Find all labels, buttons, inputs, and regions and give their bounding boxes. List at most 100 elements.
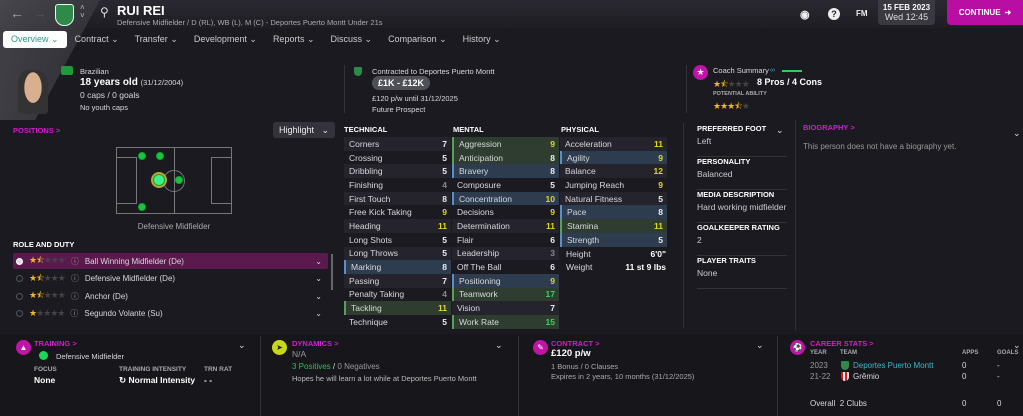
- intensity-label: TRAINING INTENSITY: [119, 366, 187, 373]
- training-link[interactable]: TRAINING >: [34, 339, 77, 348]
- career-year: 21-22: [810, 372, 831, 381]
- role-radio[interactable]: [16, 275, 23, 282]
- attribute-row[interactable]: Concentration 10: [452, 191, 559, 206]
- attribute-row[interactable]: Off The Ball 6: [452, 260, 559, 274]
- role-radio[interactable]: [16, 292, 23, 300]
- attribute-value: 11: [546, 220, 555, 231]
- game-date[interactable]: 15 FEB 2023 Wed 12:45: [878, 0, 935, 25]
- attribute-row[interactable]: Penalty Taking 4: [344, 288, 451, 302]
- coach-summary-label[interactable]: Coach Summary: [713, 66, 769, 75]
- attribute-name: Teamwork: [459, 289, 498, 300]
- globe-icon[interactable]: ◉: [800, 9, 810, 21]
- chevron-down-icon[interactable]: ⌄: [756, 340, 764, 350]
- tab-history[interactable]: History ⌄: [455, 31, 509, 48]
- tab-discuss[interactable]: Discuss ⌄: [323, 31, 381, 48]
- chevron-down-icon[interactable]: ⌄: [315, 291, 322, 301]
- dynamics-link[interactable]: DYNAMICS >: [292, 339, 339, 348]
- attribute-row[interactable]: Marking 8: [344, 260, 451, 274]
- positions-link[interactable]: POSITIONS >: [13, 126, 61, 135]
- search-icon[interactable]: ⚲: [100, 5, 109, 19]
- career-team[interactable]: Grêmio: [853, 372, 880, 381]
- scrollbar[interactable]: [331, 254, 333, 290]
- attribute-value: 4: [442, 289, 447, 300]
- attribute-row[interactable]: Agility 9: [560, 150, 667, 165]
- continue-button[interactable]: CONTINUE ➜: [947, 0, 1023, 25]
- attribute-row[interactable]: Free Kick Taking 9: [344, 205, 451, 219]
- negatives[interactable]: 0 Negatives: [337, 362, 380, 371]
- attribute-row[interactable]: Positioning 9: [452, 273, 559, 288]
- chevron-down-icon[interactable]: ⌄: [1013, 340, 1021, 350]
- chevron-down-icon[interactable]: ⌄: [315, 274, 322, 283]
- role-radio[interactable]: [16, 310, 23, 317]
- attribute-row[interactable]: Long Shots 5: [344, 233, 451, 247]
- highlight-dropdown[interactable]: Highlight ⌄: [273, 122, 335, 138]
- attribute-row[interactable]: First Touch 8: [344, 191, 451, 206]
- up-down-chevron-icon[interactable]: ˄ ˅: [80, 3, 85, 20]
- attribute-row[interactable]: Aggression 9: [452, 137, 559, 151]
- help-icon[interactable]: ?: [828, 8, 840, 20]
- value-badge[interactable]: £1K - £12K: [372, 76, 430, 90]
- tab-overview[interactable]: Overview ⌄: [3, 31, 67, 48]
- chevron-down-icon[interactable]: ⌄: [315, 309, 322, 318]
- positives[interactable]: 3 Positives: [292, 362, 331, 371]
- intensity-value[interactable]: Normal Intensity: [128, 375, 196, 385]
- info-icon[interactable]: ⓘ: [70, 309, 79, 318]
- attribute-row[interactable]: Strength 5: [560, 232, 667, 247]
- tab-development[interactable]: Development ⌄: [186, 31, 265, 48]
- attribute-row[interactable]: Anticipation 8: [452, 150, 559, 165]
- attribute-row[interactable]: Pace 8: [560, 205, 667, 220]
- attribute-row[interactable]: Composure 5: [452, 178, 559, 192]
- role-item[interactable]: ★⯪★★★ ⓘ Defensive Midfielder (De) ⌄: [13, 271, 328, 287]
- attribute-row[interactable]: Long Throws 5: [344, 246, 451, 261]
- time-text: Wed 12:45: [884, 12, 929, 22]
- role-item[interactable]: ★⯪★★★ ⓘ Ball Winning Midfielder (De) ⌄: [13, 253, 328, 269]
- career-team[interactable]: Deportes Puerto Montt: [853, 361, 934, 370]
- info-icon[interactable]: ⓘ: [70, 291, 79, 301]
- attribute-row[interactable]: Stamina 11: [560, 219, 667, 233]
- chevron-down-icon[interactable]: ⌄: [315, 256, 322, 266]
- forward-arrow-icon[interactable]: →: [33, 5, 47, 21]
- attribute-row[interactable]: Finishing 4: [344, 178, 451, 192]
- attribute-row[interactable]: Dribbling 5: [344, 164, 451, 179]
- tab-reports[interactable]: Reports ⌄: [265, 31, 323, 48]
- attribute-row[interactable]: Tackling 11: [344, 301, 451, 315]
- attribute-row[interactable]: Acceleration 11: [560, 137, 667, 151]
- tab-contract[interactable]: Contract ⌄: [67, 31, 127, 48]
- attribute-row[interactable]: Heading 11: [344, 219, 451, 233]
- attribute-row[interactable]: Bravery 8: [452, 164, 559, 179]
- attribute-name: Composure: [457, 179, 501, 190]
- chevron-down-icon[interactable]: ⌄: [238, 340, 246, 350]
- tab-comparison[interactable]: Comparison ⌄: [380, 31, 455, 48]
- attribute-row[interactable]: Work Rate 15: [452, 314, 559, 329]
- role-item[interactable]: ★⯪★★★ ⓘ Anchor (De) ⌄: [13, 288, 328, 304]
- chevron-down-icon[interactable]: ⌄: [495, 340, 503, 350]
- attribute-row[interactable]: Vision 7: [452, 301, 559, 315]
- attribute-row[interactable]: Passing 7: [344, 273, 451, 288]
- career-stats-link[interactable]: CAREER STATS >: [810, 339, 874, 348]
- attribute-row[interactable]: Teamwork 17: [452, 287, 559, 302]
- contract-link[interactable]: CONTRACT >: [551, 339, 600, 348]
- biography-link[interactable]: BIOGRAPHY >: [803, 123, 855, 132]
- attribute-row[interactable]: Corners 7: [344, 137, 451, 151]
- fm-menu-button[interactable]: FM: [856, 9, 868, 18]
- chevron-down-icon[interactable]: ⌄: [1013, 128, 1021, 138]
- attribute-row[interactable]: Determination 11: [452, 219, 559, 233]
- info-icon[interactable]: ⓘ: [70, 256, 79, 266]
- chevron-down-icon[interactable]: ⌄: [776, 125, 784, 135]
- attribute-row[interactable]: Flair 6: [452, 233, 559, 247]
- attribute-row[interactable]: Leadership 3: [452, 246, 559, 261]
- attribute-row[interactable]: Natural Fitness 5: [560, 191, 667, 206]
- club-crest-icon[interactable]: [55, 4, 74, 26]
- attribute-row[interactable]: Decisions 9: [452, 205, 559, 219]
- attribute-row[interactable]: Balance 12: [560, 164, 667, 179]
- role-item[interactable]: ★★★★★ ⓘ Segundo Volante (Su) ⌄: [13, 306, 328, 322]
- back-arrow-icon[interactable]: ←: [10, 5, 24, 21]
- attribute-row[interactable]: Jumping Reach 9: [560, 178, 667, 192]
- role-radio[interactable]: [16, 257, 23, 265]
- attribute-row[interactable]: Technique 5: [344, 315, 451, 329]
- focus-value[interactable]: None: [34, 375, 56, 385]
- tab-transfer[interactable]: Transfer ⌄: [127, 31, 186, 48]
- attribute-row[interactable]: Crossing 5: [344, 151, 451, 165]
- info-label: PERSONALITY: [697, 157, 751, 166]
- info-icon[interactable]: ⓘ: [70, 274, 79, 283]
